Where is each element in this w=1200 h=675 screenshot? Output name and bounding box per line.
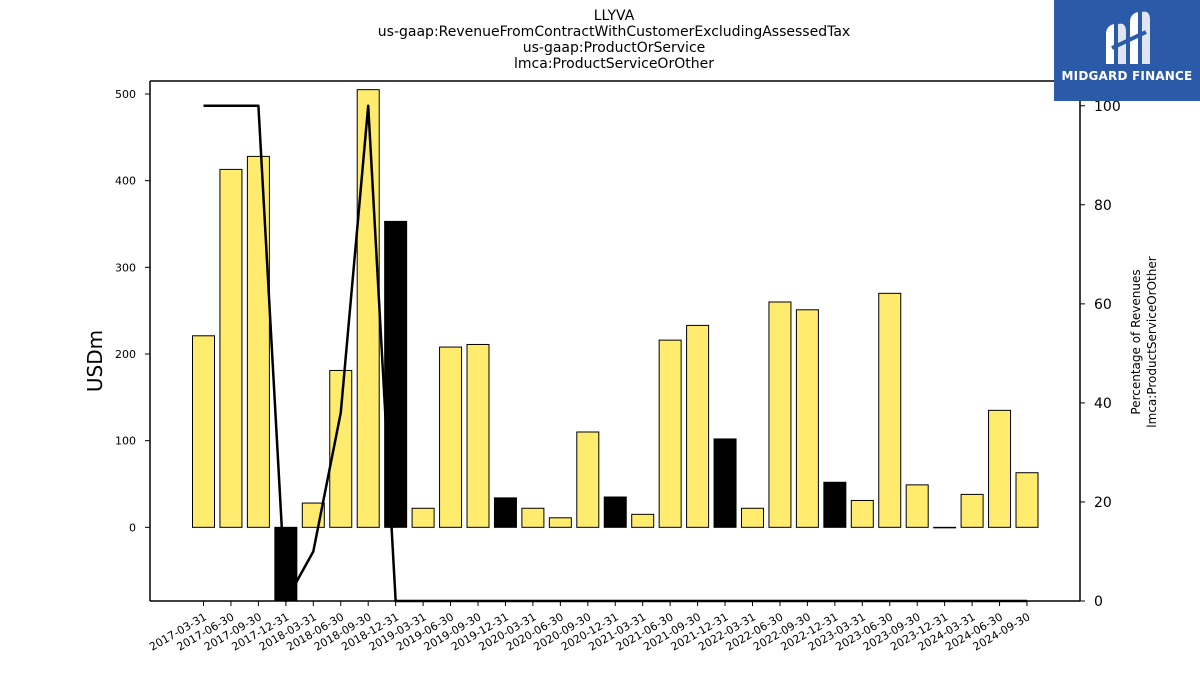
bar bbox=[219, 168, 243, 528]
bar bbox=[878, 292, 902, 528]
midgard-logo-icon bbox=[1106, 11, 1150, 64]
bar bbox=[576, 431, 600, 528]
y2-tick-label: 20 bbox=[1094, 495, 1112, 511]
bar bbox=[411, 507, 435, 528]
y-tick-label: 100 bbox=[115, 435, 136, 448]
bar bbox=[548, 517, 572, 528]
bar bbox=[686, 324, 710, 528]
y-tick-label: 200 bbox=[115, 348, 136, 361]
y-tick-label: 400 bbox=[115, 175, 136, 188]
y2-tick-label: 0 bbox=[1094, 594, 1103, 610]
bar bbox=[356, 89, 380, 528]
y-axis-label: USDm bbox=[83, 330, 107, 392]
y2-tick-label: 100 bbox=[1094, 99, 1121, 115]
bar bbox=[741, 507, 764, 528]
bar bbox=[850, 499, 874, 528]
midgard-finance-logo: MIDGARD FINANCE bbox=[1054, 0, 1200, 101]
bar bbox=[603, 496, 627, 528]
y2-axis-label-line: lmca:ProductServiceOrOther bbox=[1145, 256, 1159, 427]
y2-tick-label: 80 bbox=[1094, 198, 1112, 214]
bar bbox=[658, 339, 682, 528]
chart-title-line-2: us-gaap:RevenueFromContractWithCustomerE… bbox=[377, 24, 851, 40]
y2-tick-label: 40 bbox=[1094, 396, 1112, 412]
bar bbox=[768, 301, 792, 528]
chart-title-line-1: LLYVA bbox=[593, 8, 635, 24]
bar bbox=[466, 343, 490, 528]
bar bbox=[521, 507, 545, 528]
bar bbox=[246, 155, 270, 528]
bar bbox=[1015, 472, 1039, 528]
y-tick-label: 500 bbox=[115, 88, 136, 101]
y-tick-label: 300 bbox=[115, 261, 136, 274]
y-tick-label: 0 bbox=[129, 521, 136, 534]
y2-tick-label: 60 bbox=[1094, 297, 1112, 313]
bar bbox=[795, 309, 819, 528]
chart-title-line-4: lmca:ProductServiceOrOther bbox=[514, 56, 714, 72]
bar bbox=[823, 481, 847, 528]
logo-text: MIDGARD FINANCE bbox=[1061, 69, 1193, 83]
chart-title-line-3: us-gaap:ProductOrService bbox=[522, 40, 706, 56]
bar bbox=[192, 335, 215, 528]
y2-axis-label-line: Percentage of Revenues bbox=[1129, 269, 1143, 414]
bar bbox=[329, 369, 353, 528]
bar bbox=[713, 438, 737, 528]
bar bbox=[905, 484, 929, 528]
bar bbox=[493, 497, 517, 528]
bar bbox=[384, 220, 408, 528]
bar bbox=[933, 526, 957, 529]
bar bbox=[960, 493, 984, 528]
bar bbox=[439, 346, 463, 528]
bar bbox=[631, 513, 655, 528]
bar bbox=[988, 409, 1012, 528]
